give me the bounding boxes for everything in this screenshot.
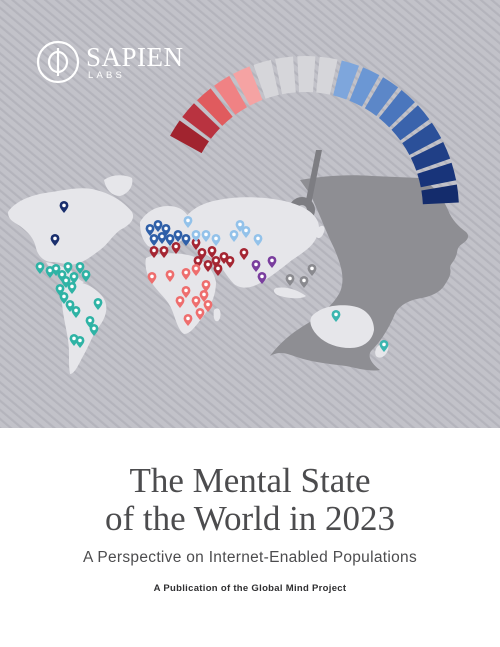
- logo-name: SAPIEN: [86, 42, 184, 72]
- gauge-segment: [333, 60, 360, 100]
- page-title-line-2: of the World in 2023: [104, 499, 396, 538]
- gauge-segment: [378, 89, 415, 128]
- logo-sub: LABS: [88, 70, 126, 81]
- publication-note: A Publication of the Global Mind Project: [153, 583, 347, 594]
- gauge-segment: [275, 56, 296, 95]
- sapien-labs-logo: SAPIEN LABS: [36, 40, 206, 84]
- gauge-segment: [402, 122, 442, 155]
- gauge-segment: [316, 56, 338, 95]
- gauge-segment: [233, 66, 263, 106]
- world-map: [8, 175, 389, 374]
- gauge-segment: [421, 184, 459, 205]
- gauge-segment: [391, 105, 430, 141]
- gauge-segment: [349, 67, 380, 107]
- gauge-segment: [253, 59, 279, 99]
- page-title-line-1: The Mental State: [129, 461, 371, 500]
- sapien-labs-logo-icon: [36, 40, 80, 84]
- wellbeing-gauge: [170, 55, 459, 205]
- gauge-segment: [214, 75, 247, 115]
- gauge-segment: [417, 162, 457, 188]
- gauge-segment: [297, 55, 316, 93]
- cover-illustration: [0, 0, 500, 428]
- gauge-segment: [170, 120, 209, 154]
- gauge-segment: [196, 88, 233, 126]
- gauge-segment: [364, 77, 399, 117]
- subtitle: A Perspective on Internet-Enabled Popula…: [82, 549, 418, 566]
- gauge-segment: [410, 142, 451, 171]
- gauge-segment: [182, 103, 220, 139]
